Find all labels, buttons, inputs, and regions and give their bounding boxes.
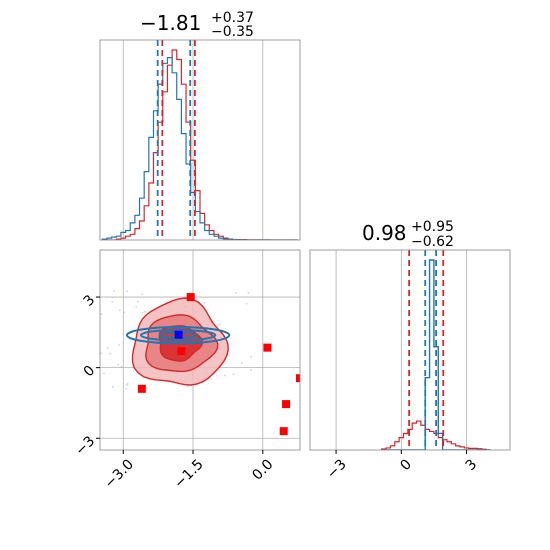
- red-marker-6: [296, 374, 300, 383]
- hist-p2-red: [381, 420, 491, 450]
- panel-2d-p1-p2: [99, 249, 301, 451]
- scatter-point: [216, 374, 219, 377]
- contours-2d: [100, 289, 300, 436]
- scatter-point: [111, 385, 114, 388]
- scatter-point: [141, 312, 144, 315]
- tick-label-y2-1: 0: [81, 363, 99, 381]
- scatter-point: [123, 311, 126, 314]
- scatter-point: [234, 292, 237, 295]
- scatter-point: [136, 300, 139, 303]
- red-marker-4: [282, 400, 291, 409]
- scatter-point: [111, 296, 114, 299]
- frame-2d: [99, 249, 301, 451]
- title-p2: 0.98 +0.95 −0.62: [362, 219, 454, 250]
- scatter-point: [113, 289, 116, 292]
- tick-label-x2-1: 0: [397, 456, 415, 474]
- hist-p1-lines: [101, 49, 298, 240]
- title-p1-lower: −0.35: [211, 24, 254, 40]
- frame-hist-p1: [99, 39, 301, 241]
- title-p2-value: 0.98: [362, 221, 407, 245]
- scatter-point: [245, 302, 248, 305]
- blue-contour-0: [125, 325, 231, 345]
- blue-marker: [174, 330, 183, 339]
- scatter-point: [125, 387, 128, 390]
- scatter-point: [186, 385, 189, 388]
- scatter-point: [102, 372, 105, 375]
- blue-contour-1: [139, 329, 217, 342]
- scatter-point: [109, 352, 112, 355]
- scatter-point: [117, 363, 120, 366]
- scatter-point: [118, 343, 121, 346]
- scatter-point: [126, 382, 129, 385]
- scatter-point: [217, 324, 220, 327]
- scatter-point: [143, 310, 146, 313]
- red-marker-3: [137, 384, 146, 393]
- tick-label-x1-0: −3.0: [102, 456, 137, 491]
- scatter-point: [106, 347, 109, 350]
- tick-label-y2-2: 3: [81, 292, 99, 310]
- scatter-point: [250, 355, 253, 358]
- scatter-point: [125, 384, 128, 387]
- hist-p2-lines: [381, 259, 491, 450]
- title-p1-value: −1.81: [140, 11, 201, 35]
- scatter-point: [141, 293, 144, 296]
- red-marker-0: [186, 293, 195, 302]
- panel-hist-p1: [99, 39, 301, 241]
- scatter-point: [219, 323, 222, 326]
- scatter-point: [240, 361, 243, 364]
- tick-label-x1-1: −1.5: [171, 456, 206, 491]
- scatter-point: [111, 300, 114, 303]
- scatter-point: [125, 290, 128, 293]
- scatter-point: [118, 309, 121, 312]
- scatter-point: [203, 301, 206, 304]
- title-p2-upper: +0.95: [411, 219, 454, 235]
- tick-label-x1-2: 0.0: [249, 456, 276, 483]
- scatter-point: [224, 374, 227, 377]
- title-p1: −1.81 +0.37 −0.35: [140, 10, 254, 40]
- scatter-point: [100, 352, 103, 355]
- scatter-point: [100, 313, 103, 316]
- tick-label-x2-2: 3: [463, 456, 481, 474]
- scatter-point: [247, 291, 250, 294]
- panel-hist-p2: [309, 249, 511, 451]
- red-marker-2: [263, 343, 272, 352]
- tick-label-y2-0: −3: [72, 433, 98, 459]
- title-p2-lower: −0.62: [411, 234, 454, 250]
- frame-hist-p2: [309, 249, 511, 451]
- scatter-point: [232, 373, 235, 376]
- scatter-point: [135, 305, 138, 308]
- hist-p2-blue: [381, 259, 491, 450]
- title-p1-upper: +0.37: [211, 10, 254, 26]
- scatter-point: [120, 365, 123, 368]
- red-marker-1: [177, 347, 186, 356]
- hist-p1-blue: [101, 57, 298, 240]
- red-marker-5: [279, 427, 288, 436]
- scatter-point: [250, 369, 253, 372]
- tick-labels: −3.0 −1.5 0.0 −3 0 3 −3 0 3: [72, 292, 480, 492]
- tick-label-x2-0: −3: [324, 456, 350, 482]
